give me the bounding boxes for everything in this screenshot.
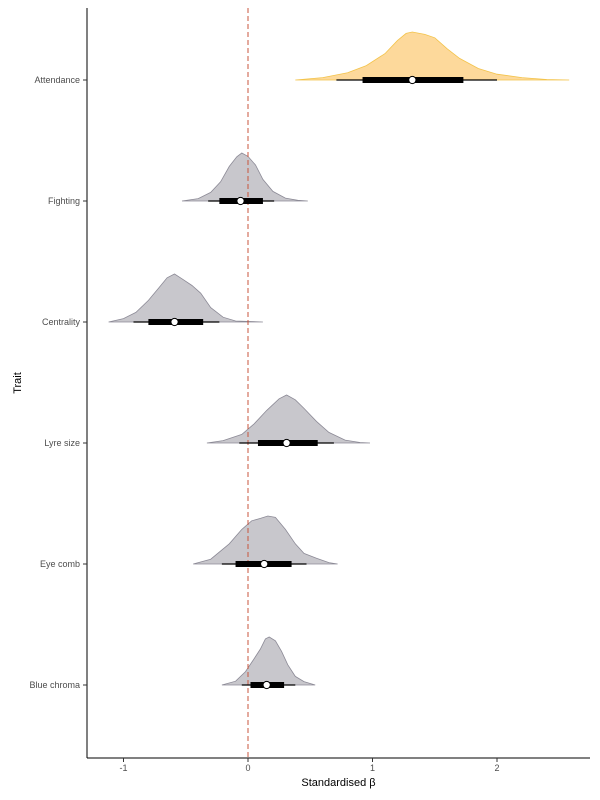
x-tick-label-1: 0: [245, 763, 250, 773]
y-tick-label-attendance: Attendance: [34, 75, 80, 85]
y-axis-title: Trait: [12, 372, 24, 394]
density-blue-chroma: [221, 636, 316, 686]
median-point-blue-chroma: [262, 680, 271, 690]
interval-layer: [133, 75, 497, 690]
x-axis-title: Standardised β: [301, 777, 375, 789]
density-eye-comb: [193, 515, 338, 565]
x-axis-ticks: -1 0 1 2: [119, 758, 500, 773]
density-attendance: [295, 31, 570, 81]
density-lyre-size: [206, 394, 371, 444]
median-point-eye-comb: [260, 559, 269, 569]
density-centrality: [108, 273, 263, 323]
y-tick-label-blue-chroma: Blue chroma: [29, 680, 80, 690]
y-tick-label-fighting: Fighting: [48, 196, 80, 206]
y-tick-label-lyre-size: Lyre size: [44, 438, 80, 448]
density-fighting: [181, 152, 308, 202]
x-tick-label-0: -1: [119, 763, 127, 773]
median-point-centrality: [170, 317, 179, 327]
y-axis-ticks: Attendance Fighting Centrality Lyre size Eye…: [29, 75, 87, 690]
x-tick-label-2: 1: [370, 763, 375, 773]
x-tick-label-3: 2: [494, 763, 499, 773]
y-tick-label-centrality: Centrality: [42, 317, 81, 327]
density-layer: [108, 31, 570, 686]
median-point-fighting: [236, 196, 245, 206]
median-point-attendance: [408, 75, 417, 85]
y-tick-label-eye-comb: Eye comb: [40, 559, 80, 569]
median-point-lyre-size: [282, 438, 291, 448]
